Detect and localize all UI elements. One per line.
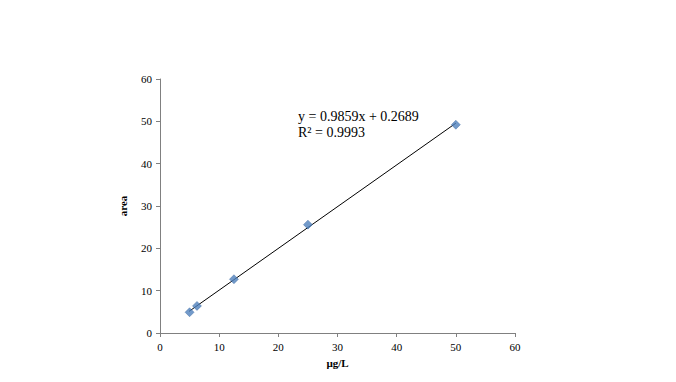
svg-text:40: 40 <box>391 341 403 353</box>
svg-text:20: 20 <box>273 341 285 353</box>
svg-text:y = 0.9859x + 0.2689: y = 0.9859x + 0.2689 <box>298 109 419 124</box>
svg-text:50: 50 <box>450 341 462 353</box>
svg-text:50: 50 <box>141 115 153 127</box>
svg-text:10: 10 <box>141 285 153 297</box>
svg-text:10: 10 <box>214 341 226 353</box>
svg-text:0: 0 <box>157 341 163 353</box>
svg-text:30: 30 <box>141 200 153 212</box>
svg-text:30: 30 <box>332 341 344 353</box>
svg-text:µg/L: µg/L <box>326 357 348 369</box>
svg-text:20: 20 <box>141 242 153 254</box>
svg-text:40: 40 <box>141 158 153 170</box>
svg-text:area: area <box>117 195 129 216</box>
svg-text:60: 60 <box>510 341 522 353</box>
svg-text:R² = 0.9993: R² = 0.9993 <box>298 125 365 140</box>
svg-text:60: 60 <box>141 73 153 85</box>
svg-text:0: 0 <box>147 327 153 339</box>
